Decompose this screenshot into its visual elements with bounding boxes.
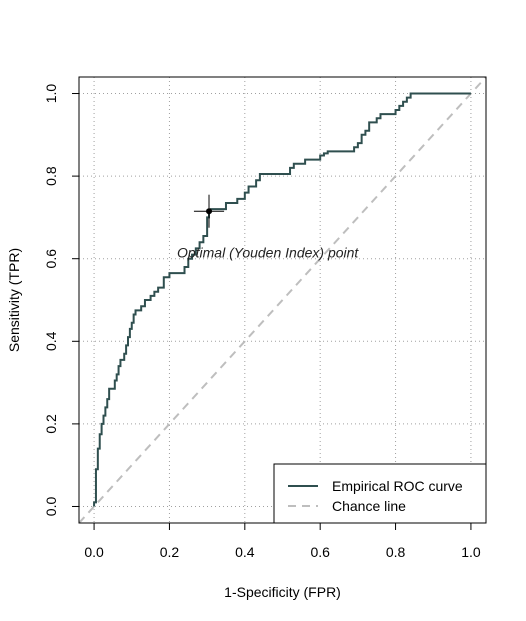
legend-box (273, 463, 487, 524)
x-axis-title: 1-Specificity (FPR) (224, 584, 341, 600)
series-layer (79, 77, 486, 523)
y-tick-label-5: 1.0 (43, 84, 59, 104)
x-axis: 0.0 0.2 0.4 0.6 0.8 1.0 (84, 523, 481, 560)
chance-line (79, 77, 486, 523)
y-axis-title: Sensitivity (TPR) (6, 248, 22, 352)
x-tick-label-4: 0.8 (386, 544, 406, 560)
roc-curve (93, 92, 471, 507)
optimal-point-label: Optimal (Youden Index) point (177, 245, 359, 261)
y-tick-label-0: 0.0 (43, 497, 59, 517)
legend-label-roc: Empirical ROC curve (332, 478, 463, 494)
optimal-point-group (193, 194, 225, 228)
optimal-point-marker (206, 208, 213, 215)
x-tick-label-0: 0.0 (84, 544, 104, 560)
y-axis: 0.0 0.2 0.4 0.6 0.8 1.0 (43, 84, 79, 517)
x-tick-label-5: 1.0 (461, 544, 481, 560)
y-tick-label-2: 0.4 (43, 331, 59, 351)
y-tick-label-1: 0.2 (43, 414, 59, 434)
x-tick-label-2: 0.4 (235, 544, 255, 560)
y-tick-label-3: 0.6 (43, 249, 59, 269)
x-tick-label-3: 0.6 (310, 544, 330, 560)
y-tick-label-4: 0.8 (43, 166, 59, 186)
legend: Empirical ROC curve Chance line (273, 463, 487, 524)
x-tick-label-1: 0.2 (160, 544, 180, 560)
legend-label-chance: Chance line (332, 498, 406, 514)
